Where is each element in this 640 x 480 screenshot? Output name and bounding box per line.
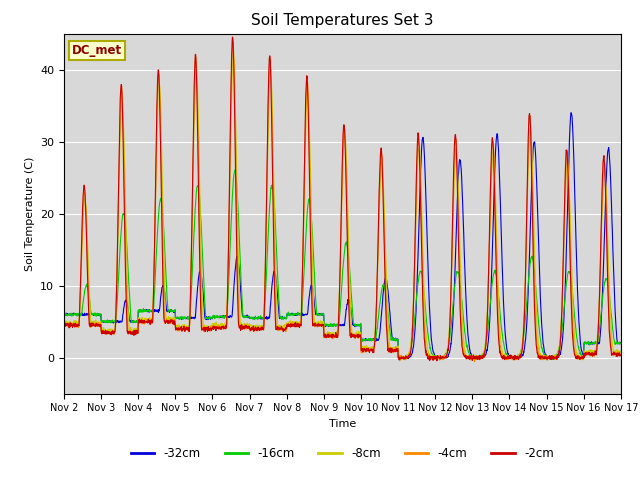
-16cm xyxy=(359,337,367,343)
-2cm xyxy=(433,358,441,364)
-4cm xyxy=(617,351,625,357)
-2cm xyxy=(505,355,513,361)
-32cm xyxy=(371,336,378,342)
Text: DC_met: DC_met xyxy=(72,44,122,58)
-4cm xyxy=(371,339,379,345)
Line: -8cm: -8cm xyxy=(64,55,621,360)
-16cm xyxy=(617,340,625,346)
-2cm xyxy=(359,346,367,351)
-16cm xyxy=(505,354,513,360)
-8cm xyxy=(60,319,68,325)
-2cm xyxy=(371,340,379,346)
-32cm xyxy=(216,314,223,320)
Line: -16cm: -16cm xyxy=(64,169,621,360)
-4cm xyxy=(60,323,68,329)
-2cm xyxy=(568,321,576,327)
-4cm xyxy=(359,347,367,353)
-32cm xyxy=(358,336,366,342)
-4cm xyxy=(505,356,513,362)
-16cm xyxy=(60,312,68,317)
-4cm xyxy=(568,309,576,314)
-32cm xyxy=(436,356,444,362)
-32cm xyxy=(504,350,512,356)
-32cm xyxy=(60,312,68,318)
X-axis label: Time: Time xyxy=(329,419,356,429)
-4cm xyxy=(229,38,237,44)
-4cm xyxy=(584,352,591,358)
-32cm xyxy=(617,340,625,346)
-16cm xyxy=(232,167,239,172)
Title: Soil Temperatures Set 3: Soil Temperatures Set 3 xyxy=(251,13,434,28)
-16cm xyxy=(584,341,591,347)
-8cm xyxy=(617,348,625,353)
-8cm xyxy=(216,322,223,328)
-32cm xyxy=(567,110,575,116)
-16cm xyxy=(216,314,223,320)
-16cm xyxy=(568,285,576,291)
-32cm xyxy=(584,341,591,347)
-2cm xyxy=(617,353,625,359)
Y-axis label: Soil Temperature (C): Soil Temperature (C) xyxy=(24,156,35,271)
Legend: -32cm, -16cm, -8cm, -4cm, -2cm: -32cm, -16cm, -8cm, -4cm, -2cm xyxy=(126,443,559,465)
-8cm xyxy=(505,353,513,359)
-16cm xyxy=(400,357,408,362)
-8cm xyxy=(436,358,444,363)
-16cm xyxy=(371,336,379,342)
-8cm xyxy=(568,275,576,281)
-4cm xyxy=(471,359,479,364)
-8cm xyxy=(584,350,591,356)
Line: -2cm: -2cm xyxy=(64,37,621,361)
-8cm xyxy=(371,334,379,339)
-2cm xyxy=(229,34,237,40)
-32cm xyxy=(568,114,576,120)
Line: -4cm: -4cm xyxy=(64,41,621,361)
-2cm xyxy=(584,350,591,356)
-2cm xyxy=(60,321,68,326)
-2cm xyxy=(216,325,223,331)
-8cm xyxy=(230,52,237,58)
Line: -32cm: -32cm xyxy=(64,113,621,359)
-4cm xyxy=(216,325,223,331)
-8cm xyxy=(359,346,367,351)
